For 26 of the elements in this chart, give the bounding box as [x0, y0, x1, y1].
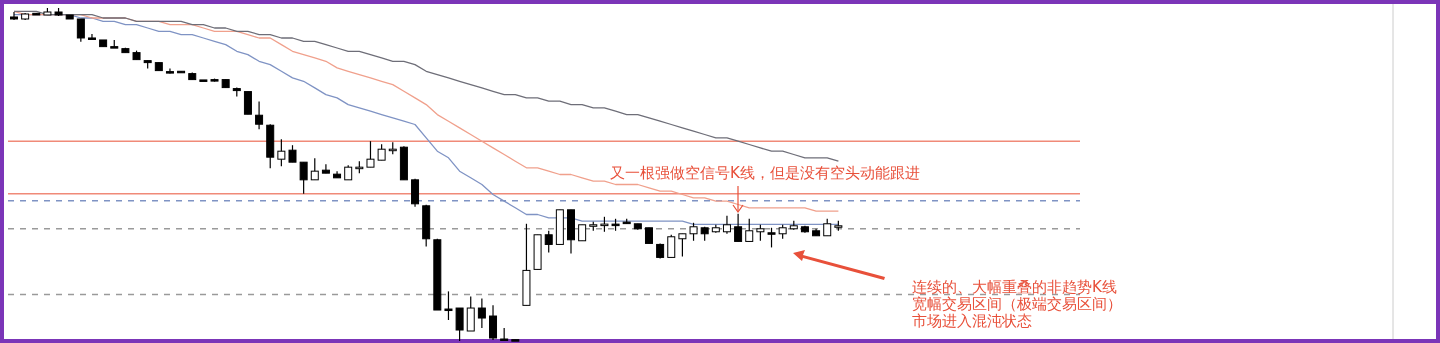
text: 市场进入混沌状态	[912, 312, 1032, 330]
candlestick	[321, 163, 330, 174]
candlestick	[277, 138, 286, 167]
text: 连续的、大幅重叠的非趋势K线	[912, 278, 1117, 296]
candlestick	[477, 297, 486, 329]
candlestick	[667, 234, 676, 259]
candlestick	[544, 230, 553, 254]
candlestick	[466, 295, 475, 332]
candlestick	[366, 140, 375, 168]
candlestick	[87, 33, 96, 40]
candlestick	[734, 213, 743, 243]
text: 宽幅交易区间（极端交易区间）	[912, 295, 1122, 313]
candlestick	[243, 90, 252, 115]
candlestick	[678, 233, 687, 258]
candlestick	[767, 227, 776, 249]
candlestick	[489, 304, 498, 341]
candlestick	[310, 157, 319, 181]
candlestick	[444, 290, 453, 321]
candlestick	[745, 218, 754, 243]
candlestick	[299, 161, 308, 195]
candlestick	[255, 100, 264, 130]
candlestick	[76, 18, 85, 43]
annotation: 又一根强做空信号K线，但是没有空头动能跟进	[610, 164, 920, 182]
candlestick	[722, 215, 731, 235]
candlestick	[455, 307, 464, 342]
candlestick	[411, 178, 420, 208]
